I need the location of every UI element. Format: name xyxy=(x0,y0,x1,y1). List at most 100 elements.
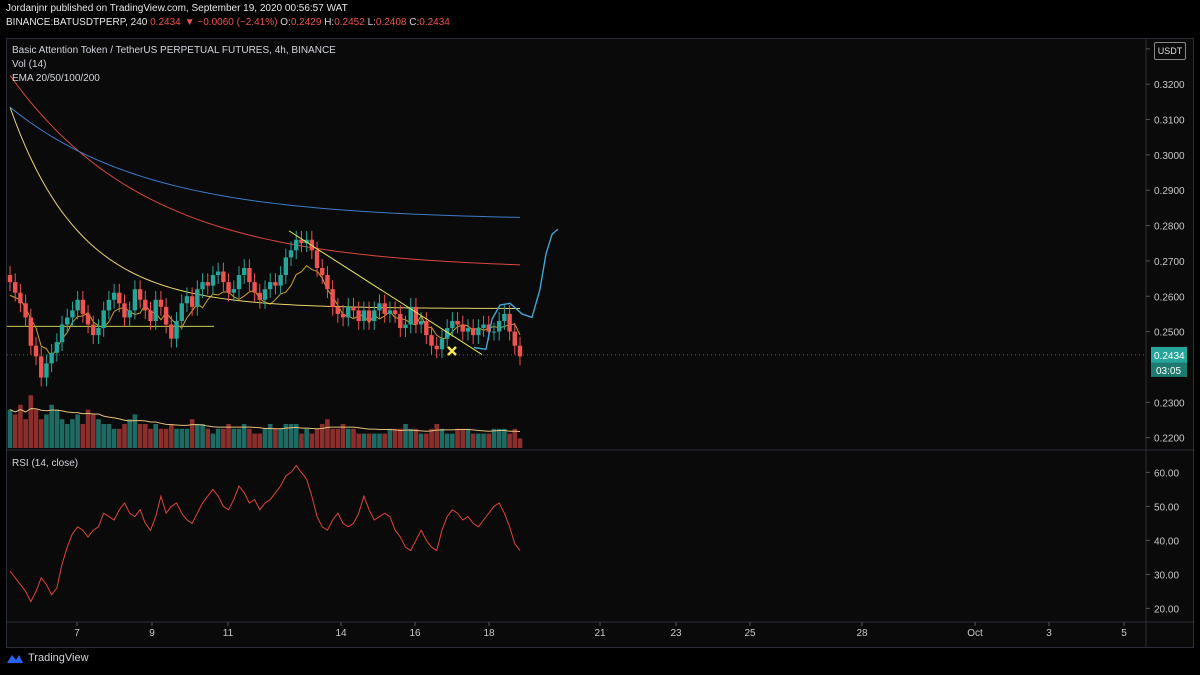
candle-body xyxy=(85,313,91,325)
candle-body xyxy=(325,275,330,290)
volume-bar xyxy=(335,428,341,448)
candle-body xyxy=(398,313,403,329)
volume-bar xyxy=(382,433,387,448)
candle-body xyxy=(413,306,419,325)
volume-bar xyxy=(247,428,252,448)
candle-body xyxy=(335,306,341,314)
candle-body xyxy=(455,320,460,325)
time-tick-label: 28 xyxy=(856,628,868,639)
candle-body xyxy=(273,282,278,286)
candle-body xyxy=(143,299,148,311)
candle-body xyxy=(372,310,377,321)
time-tick-label: 11 xyxy=(223,628,234,639)
candle-body xyxy=(268,282,273,290)
candle-body xyxy=(283,257,289,276)
volume-ma-line xyxy=(9,408,521,433)
volume-bar xyxy=(465,428,471,448)
projection-path xyxy=(473,228,559,350)
volume-bar xyxy=(293,424,299,448)
candle-body xyxy=(330,289,335,307)
time-tick-label: 3 xyxy=(1046,628,1052,639)
volume-bar xyxy=(96,419,101,448)
candle-body xyxy=(418,320,424,325)
candle-body xyxy=(75,299,80,311)
candle-body xyxy=(49,352,54,364)
volume-bar xyxy=(455,428,460,448)
candle-body xyxy=(189,296,195,307)
candle-body xyxy=(450,320,455,329)
candle-body xyxy=(507,313,512,332)
volume-bar xyxy=(345,428,351,448)
candle-body xyxy=(7,275,13,283)
last-price-tag xyxy=(1151,346,1187,363)
volume-bar xyxy=(377,433,382,448)
ema-50-line xyxy=(9,106,521,309)
volume-bar xyxy=(179,428,185,448)
high-value: 0.2452 xyxy=(334,17,365,28)
volume-bar xyxy=(450,433,455,448)
time-tick-label: 16 xyxy=(409,628,421,639)
tradingview-logo-icon xyxy=(7,655,23,663)
ema-200-line xyxy=(9,106,521,218)
volume-bar xyxy=(356,433,361,448)
candle-body xyxy=(174,320,179,339)
candle-body xyxy=(13,282,18,293)
volume-bar xyxy=(273,428,278,448)
candle-body xyxy=(44,363,49,378)
candle-body xyxy=(80,299,86,314)
volume-bar xyxy=(408,428,414,448)
volume-bar xyxy=(507,433,512,448)
volume-bar xyxy=(28,395,34,448)
time-tick-label: 7 xyxy=(74,628,80,639)
symbol-line: BINANCE:BATUSDTPERP, 240 0.2434 ▼ −0.0060… xyxy=(6,17,450,28)
candle-body xyxy=(346,306,351,318)
currency-badge[interactable]: USDT xyxy=(1154,42,1186,60)
low-label: L: xyxy=(367,17,376,28)
volume-bar xyxy=(18,404,23,448)
volume-bar xyxy=(116,428,122,448)
volume-bar xyxy=(252,433,257,448)
volume-bar xyxy=(189,419,195,448)
candle-body xyxy=(356,310,361,321)
time-tick-label: 21 xyxy=(594,628,606,639)
candle-body xyxy=(278,275,283,286)
volume-bar xyxy=(49,404,54,448)
last-price-value: 0.2434 xyxy=(150,17,181,28)
volume-bar xyxy=(319,424,325,448)
volume-bar xyxy=(288,424,294,448)
price-tick-label: 0.2500 xyxy=(1154,328,1185,339)
volume-bar xyxy=(90,414,96,448)
candle-body xyxy=(106,299,112,311)
candle-body xyxy=(491,331,497,333)
volume-bar xyxy=(241,424,247,448)
volume-bar xyxy=(215,428,221,448)
volume-bar xyxy=(111,428,117,448)
price-tick-label: 0.2700 xyxy=(1154,257,1185,268)
candle-body xyxy=(262,289,268,300)
candle-body xyxy=(340,313,346,318)
candle-body xyxy=(439,338,445,350)
volume-bar xyxy=(496,428,502,448)
candle-body xyxy=(18,292,23,304)
candle-body xyxy=(127,310,132,318)
countdown-tag-label: 03:05 xyxy=(1156,366,1181,377)
footer-brand: TradingView xyxy=(28,652,89,664)
volume-bar xyxy=(444,433,450,448)
time-tick-label: 25 xyxy=(744,628,756,639)
volume-bar xyxy=(470,433,476,448)
rsi-tick-label: 60.00 xyxy=(1154,468,1179,479)
candle-body xyxy=(148,310,153,321)
rsi-tick-label: 40.00 xyxy=(1154,536,1179,547)
price-tick-label: 0.2900 xyxy=(1154,186,1185,197)
time-tick-label: 5 xyxy=(1121,628,1127,639)
volume-bar xyxy=(262,428,268,448)
volume-bar xyxy=(132,414,138,448)
candle-body xyxy=(210,275,216,286)
candle-body xyxy=(288,250,294,258)
chart-panel[interactable] xyxy=(6,38,1194,648)
candle-body xyxy=(429,335,434,346)
candle-body xyxy=(517,345,523,357)
volume-bar xyxy=(226,424,231,448)
candle-body xyxy=(111,292,117,300)
